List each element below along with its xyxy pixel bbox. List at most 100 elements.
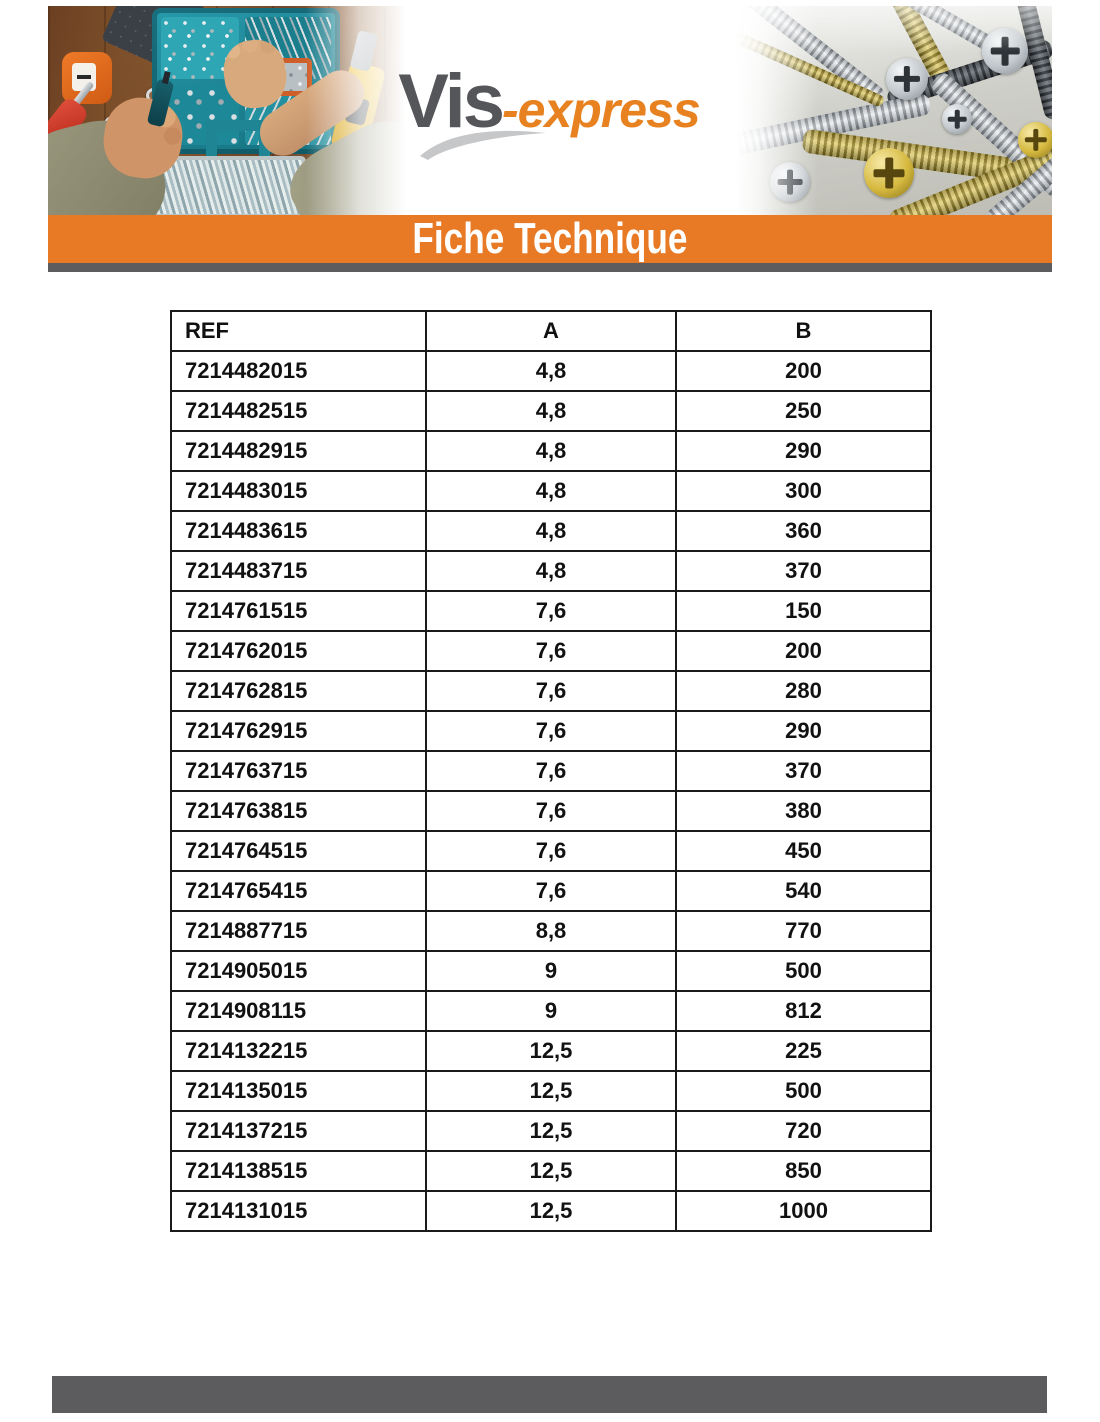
screws-pile-photo — [736, 6, 1052, 215]
workbench-photo — [48, 6, 406, 215]
table-row: 7214765415 7,6 540 — [170, 870, 932, 912]
photo-fade — [48, 6, 406, 215]
table-row: 7214908115 9 812 — [170, 990, 932, 1032]
ref-cell: 7214908115 — [170, 990, 427, 1032]
b-cell: 290 — [675, 710, 932, 752]
a-cell: 4,8 — [425, 470, 677, 512]
column-header-b: B — [675, 310, 932, 352]
a-cell: 4,8 — [425, 390, 677, 432]
a-cell: 7,6 — [425, 590, 677, 632]
ref-cell: 7214138515 — [170, 1150, 427, 1192]
b-cell: 150 — [675, 590, 932, 632]
ref-cell: 7214483615 — [170, 510, 427, 552]
header-banner: Vis-express — [48, 6, 1052, 215]
b-cell: 720 — [675, 1110, 932, 1152]
ref-cell: 7214482515 — [170, 390, 427, 432]
table-row: 7214131015 12,5 1000 — [170, 1190, 932, 1232]
b-cell: 540 — [675, 870, 932, 912]
a-cell: 12,5 — [425, 1110, 677, 1152]
logo-text-express: -express — [502, 82, 701, 138]
b-cell: 380 — [675, 790, 932, 832]
b-cell: 225 — [675, 1030, 932, 1072]
a-cell: 4,8 — [425, 550, 677, 592]
ref-cell: 7214762915 — [170, 710, 427, 752]
table-row: 7214137215 12,5 720 — [170, 1110, 932, 1152]
photo-fade — [736, 6, 1052, 215]
table-row: 7214762915 7,6 290 — [170, 710, 932, 752]
a-cell: 12,5 — [425, 1150, 677, 1192]
ref-cell: 7214483015 — [170, 470, 427, 512]
ref-cell: 7214887715 — [170, 910, 427, 952]
table-row: 7214763815 7,6 380 — [170, 790, 932, 832]
a-cell: 12,5 — [425, 1190, 677, 1232]
b-cell: 250 — [675, 390, 932, 432]
a-cell: 7,6 — [425, 670, 677, 712]
table-row: 7214482915 4,8 290 — [170, 430, 932, 472]
a-cell: 8,8 — [425, 910, 677, 952]
b-cell: 200 — [675, 630, 932, 672]
ref-cell: 7214482915 — [170, 430, 427, 472]
a-cell: 12,5 — [425, 1070, 677, 1112]
table-row: 7214887715 8,8 770 — [170, 910, 932, 952]
spec-table: REF A B 7214482015 4,8 200 7214482515 4,8 250… — [170, 310, 932, 1232]
logo-text-vis: Vis — [398, 59, 505, 144]
a-cell: 4,8 — [425, 350, 677, 392]
b-cell: 812 — [675, 990, 932, 1032]
a-cell: 7,6 — [425, 870, 677, 912]
b-cell: 360 — [675, 510, 932, 552]
table-row: 7214483715 4,8 370 — [170, 550, 932, 592]
table-row: 7214905015 9 500 — [170, 950, 932, 992]
table-row: 7214763715 7,6 370 — [170, 750, 932, 792]
table-row: 7214132215 12,5 225 — [170, 1030, 932, 1072]
ref-cell: 7214137215 — [170, 1110, 427, 1152]
a-cell: 9 — [425, 990, 677, 1032]
ref-cell: 7214762815 — [170, 670, 427, 712]
b-cell: 300 — [675, 470, 932, 512]
ref-cell: 7214132215 — [170, 1030, 427, 1072]
a-cell: 7,6 — [425, 630, 677, 672]
ref-cell: 7214135015 — [170, 1070, 427, 1112]
table-row: 7214483615 4,8 360 — [170, 510, 932, 552]
a-cell: 7,6 — [425, 710, 677, 752]
column-header-ref: REF — [170, 310, 427, 352]
ref-cell: 7214905015 — [170, 950, 427, 992]
b-cell: 370 — [675, 750, 932, 792]
footer-bar — [52, 1376, 1047, 1413]
table-row: 7214482015 4,8 200 — [170, 350, 932, 392]
b-cell: 770 — [675, 910, 932, 952]
b-cell: 280 — [675, 670, 932, 712]
a-cell: 7,6 — [425, 750, 677, 792]
ref-cell: 7214131015 — [170, 1190, 427, 1232]
ref-cell: 7214763815 — [170, 790, 427, 832]
b-cell: 850 — [675, 1150, 932, 1192]
ref-cell: 7214764515 — [170, 830, 427, 872]
ref-cell: 7214482015 — [170, 350, 427, 392]
b-cell: 500 — [675, 1070, 932, 1112]
b-cell: 370 — [675, 550, 932, 592]
a-cell: 7,6 — [425, 830, 677, 872]
logo-swoosh — [420, 130, 546, 160]
table-row: 7214482515 4,8 250 — [170, 390, 932, 432]
column-header-a: A — [425, 310, 677, 352]
table-row: 7214138515 12,5 850 — [170, 1150, 932, 1192]
a-cell: 9 — [425, 950, 677, 992]
b-cell: 500 — [675, 950, 932, 992]
a-cell: 7,6 — [425, 790, 677, 832]
banner-title: Fiche Technique — [412, 214, 688, 263]
table-row: 7214764515 7,6 450 — [170, 830, 932, 872]
ref-cell: 7214483715 — [170, 550, 427, 592]
b-cell: 200 — [675, 350, 932, 392]
table-row: 7214135015 12,5 500 — [170, 1070, 932, 1112]
b-cell: 290 — [675, 430, 932, 472]
vis-express-logo: Vis-express — [396, 62, 702, 163]
table-row: 7214762015 7,6 200 — [170, 630, 932, 672]
banner-underline-bar — [48, 263, 1052, 272]
table-row: 7214761515 7,6 150 — [170, 590, 932, 632]
table-row: 7214762815 7,6 280 — [170, 670, 932, 712]
table-row: 7214483015 4,8 300 — [170, 470, 932, 512]
ref-cell: 7214762015 — [170, 630, 427, 672]
a-cell: 4,8 — [425, 430, 677, 472]
a-cell: 4,8 — [425, 510, 677, 552]
table-header-row: REF A B — [170, 310, 932, 352]
